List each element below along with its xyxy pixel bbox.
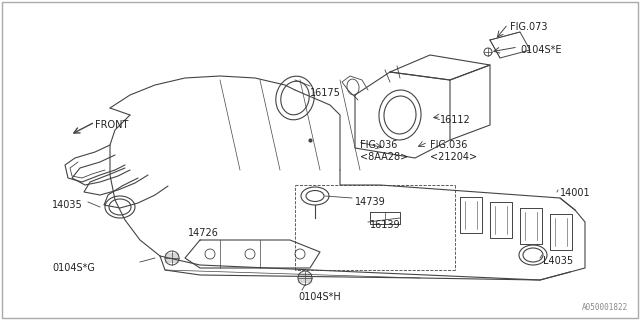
Text: FRONT: FRONT	[95, 120, 129, 130]
Text: L4035: L4035	[543, 256, 573, 266]
Text: 0104S*G: 0104S*G	[52, 263, 95, 273]
Text: 14001: 14001	[560, 188, 591, 198]
Text: 14035: 14035	[52, 200, 83, 210]
Text: 16112: 16112	[440, 115, 471, 125]
Text: A050001822: A050001822	[582, 303, 628, 312]
Text: 14726: 14726	[188, 228, 219, 238]
Text: 16139: 16139	[370, 220, 401, 230]
Text: 0104S*H: 0104S*H	[298, 292, 340, 302]
Text: <21204>: <21204>	[430, 152, 477, 162]
Text: 16175: 16175	[310, 88, 341, 98]
Text: FIG.073: FIG.073	[510, 22, 547, 32]
Text: FIG.036: FIG.036	[360, 140, 397, 150]
Text: 14739: 14739	[355, 197, 386, 207]
Text: FIG.036: FIG.036	[430, 140, 467, 150]
Text: <8AA28>: <8AA28>	[360, 152, 408, 162]
Text: 0104S*E: 0104S*E	[520, 45, 561, 55]
